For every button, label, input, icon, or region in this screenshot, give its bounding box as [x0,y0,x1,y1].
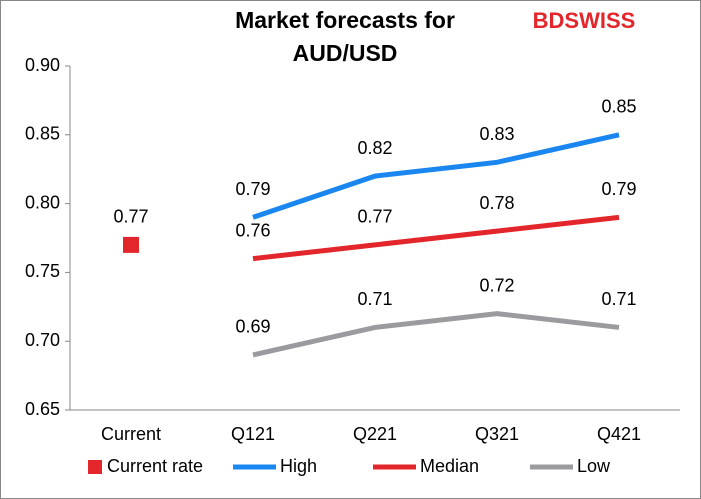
data-label: 0.71 [601,289,636,309]
line [252,132,620,220]
data-label: 0.69 [235,317,270,337]
data-label: 0.79 [601,179,636,199]
data-label: 0.79 [235,179,270,199]
y-tick-label: 0.65 [25,399,60,419]
logo: BDSWISS [533,8,636,33]
x-tick-label: Q121 [231,424,275,444]
chart-title: Market forecasts for [235,7,455,33]
data-label: 0.77 [357,207,392,227]
x-tick-label: Q221 [353,424,397,444]
legend-label: Median [420,456,479,476]
y-tick-label: 0.70 [25,330,60,350]
data-label: 0.72 [479,275,514,295]
data-label: 0.78 [479,193,514,213]
x-tick-label: Q421 [597,424,641,444]
data-label: 0.71 [357,289,392,309]
line [252,311,620,358]
legend-label: High [280,456,317,476]
legend-marker [88,460,102,474]
y-tick-label: 0.75 [25,261,60,281]
y-tick-label: 0.80 [25,192,60,212]
x-tick-label: Current [101,424,161,444]
marker [123,236,139,253]
data-label: 0.76 [235,220,270,240]
chart-title: AUD/USD [293,40,398,66]
x-tick-label: Q321 [475,424,519,444]
data-label: 0.85 [601,97,636,117]
data-label: 0.77 [113,207,148,227]
legend-label: Current rate [107,456,203,476]
legend-label: Low [577,456,611,476]
data-label: 0.82 [357,138,392,158]
data-label: 0.83 [479,124,514,144]
y-tick-label: 0.85 [25,124,60,144]
y-tick-label: 0.90 [25,55,60,75]
line [252,214,620,262]
